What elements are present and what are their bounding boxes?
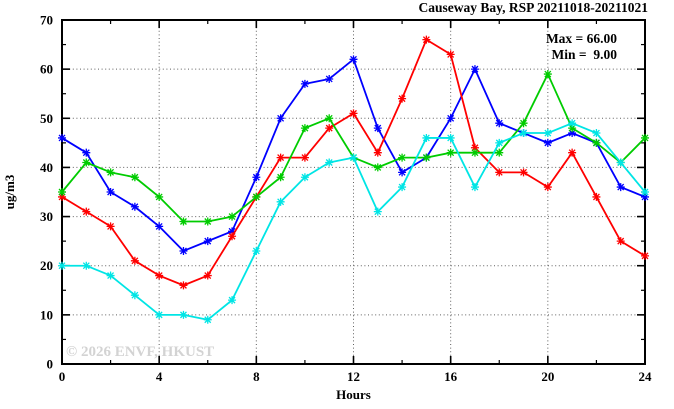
y-tick-label: 0 [47, 357, 54, 372]
x-tick-label: 0 [59, 369, 66, 384]
y-tick-label: 40 [40, 160, 53, 175]
x-tick-label: 4 [156, 369, 163, 384]
y-tick-label: 20 [40, 258, 53, 273]
legend-min: Min = 9.00 [552, 47, 618, 62]
series-red-line [61, 38, 646, 287]
series-cyan-markers [58, 119, 649, 324]
y-tick-label: 60 [40, 62, 53, 77]
series-green-markers [58, 70, 649, 226]
x-tick-label: 8 [253, 369, 260, 384]
chart-title: Causeway Bay, RSP 20211018-20211021 [418, 0, 648, 15]
legend-max: Max = 66.00 [546, 31, 617, 46]
y-tick-label: 50 [40, 111, 53, 126]
x-tick-label: 12 [347, 369, 360, 384]
y-tick-label: 70 [40, 13, 53, 28]
y-axis-label: ug/m3 [2, 174, 17, 209]
y-tick-label: 10 [40, 307, 53, 322]
x-axis-label: Hours [336, 387, 371, 402]
x-tick-label: 16 [444, 369, 458, 384]
y-tick-label: 30 [40, 209, 53, 224]
watermark-text: © 2026 ENVF, HKUST [66, 344, 214, 360]
x-tick-label: 24 [639, 369, 653, 384]
x-tick-label: 20 [541, 369, 554, 384]
